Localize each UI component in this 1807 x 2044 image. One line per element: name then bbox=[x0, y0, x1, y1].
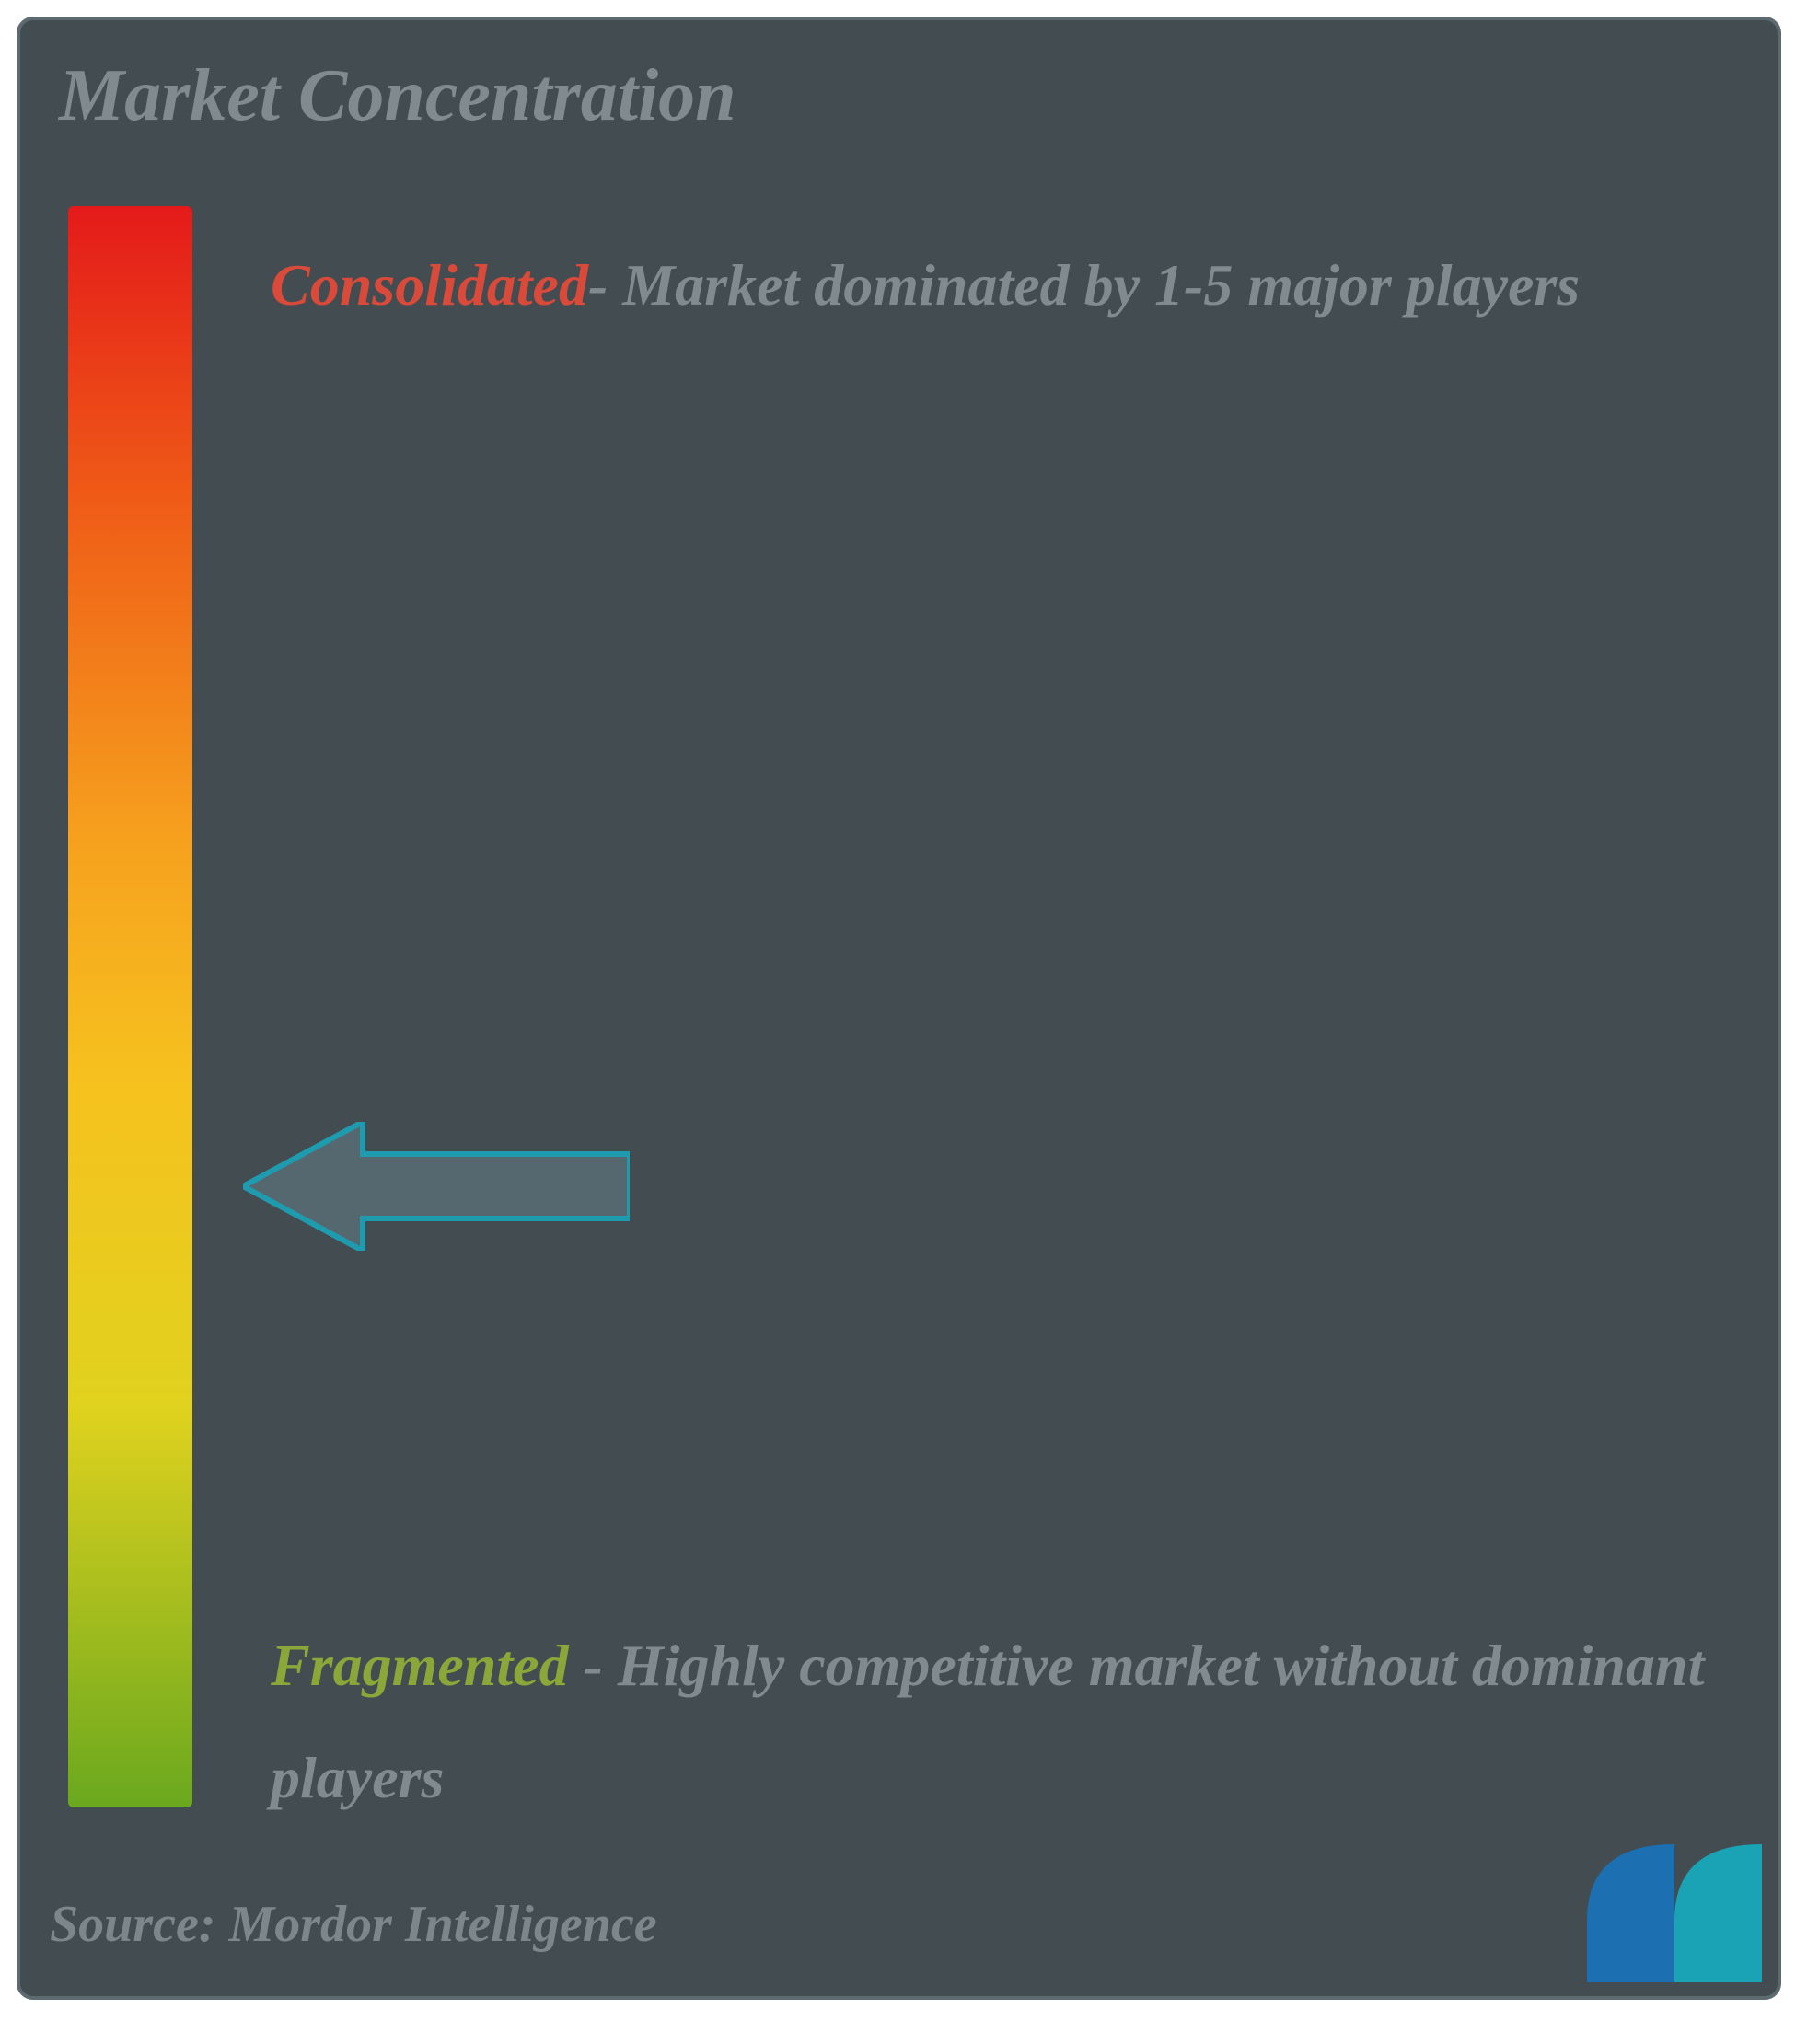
fragmented-description: Fragmented - Highly competitive market w… bbox=[271, 1610, 1707, 1833]
fragmented-keyword: Fragmented bbox=[271, 1633, 569, 1698]
consolidated-keyword: Consolidated bbox=[271, 252, 588, 318]
concentration-gradient-bar bbox=[68, 206, 192, 1807]
source-label: Source: bbox=[50, 1896, 228, 1953]
source-value: Mordor Intelligence bbox=[228, 1896, 656, 1953]
consolidated-rest: - Market dominated by 1-5 major players bbox=[588, 252, 1580, 318]
consolidated-description: Consolidated- Market dominated by 1-5 ma… bbox=[271, 229, 1707, 341]
panel-title: Market Concentration bbox=[59, 54, 736, 138]
mordor-logo-icon bbox=[1587, 1844, 1762, 1982]
position-arrow-icon bbox=[243, 1122, 630, 1251]
info-panel: Market Concentration Consolidated- Marke… bbox=[17, 17, 1781, 2000]
canvas: Market Concentration Consolidated- Marke… bbox=[0, 0, 1807, 2044]
source-attribution: Source: Mordor Intelligence bbox=[50, 1895, 657, 1954]
